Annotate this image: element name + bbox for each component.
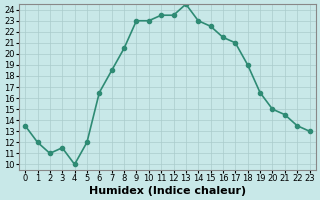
X-axis label: Humidex (Indice chaleur): Humidex (Indice chaleur) [89, 186, 246, 196]
